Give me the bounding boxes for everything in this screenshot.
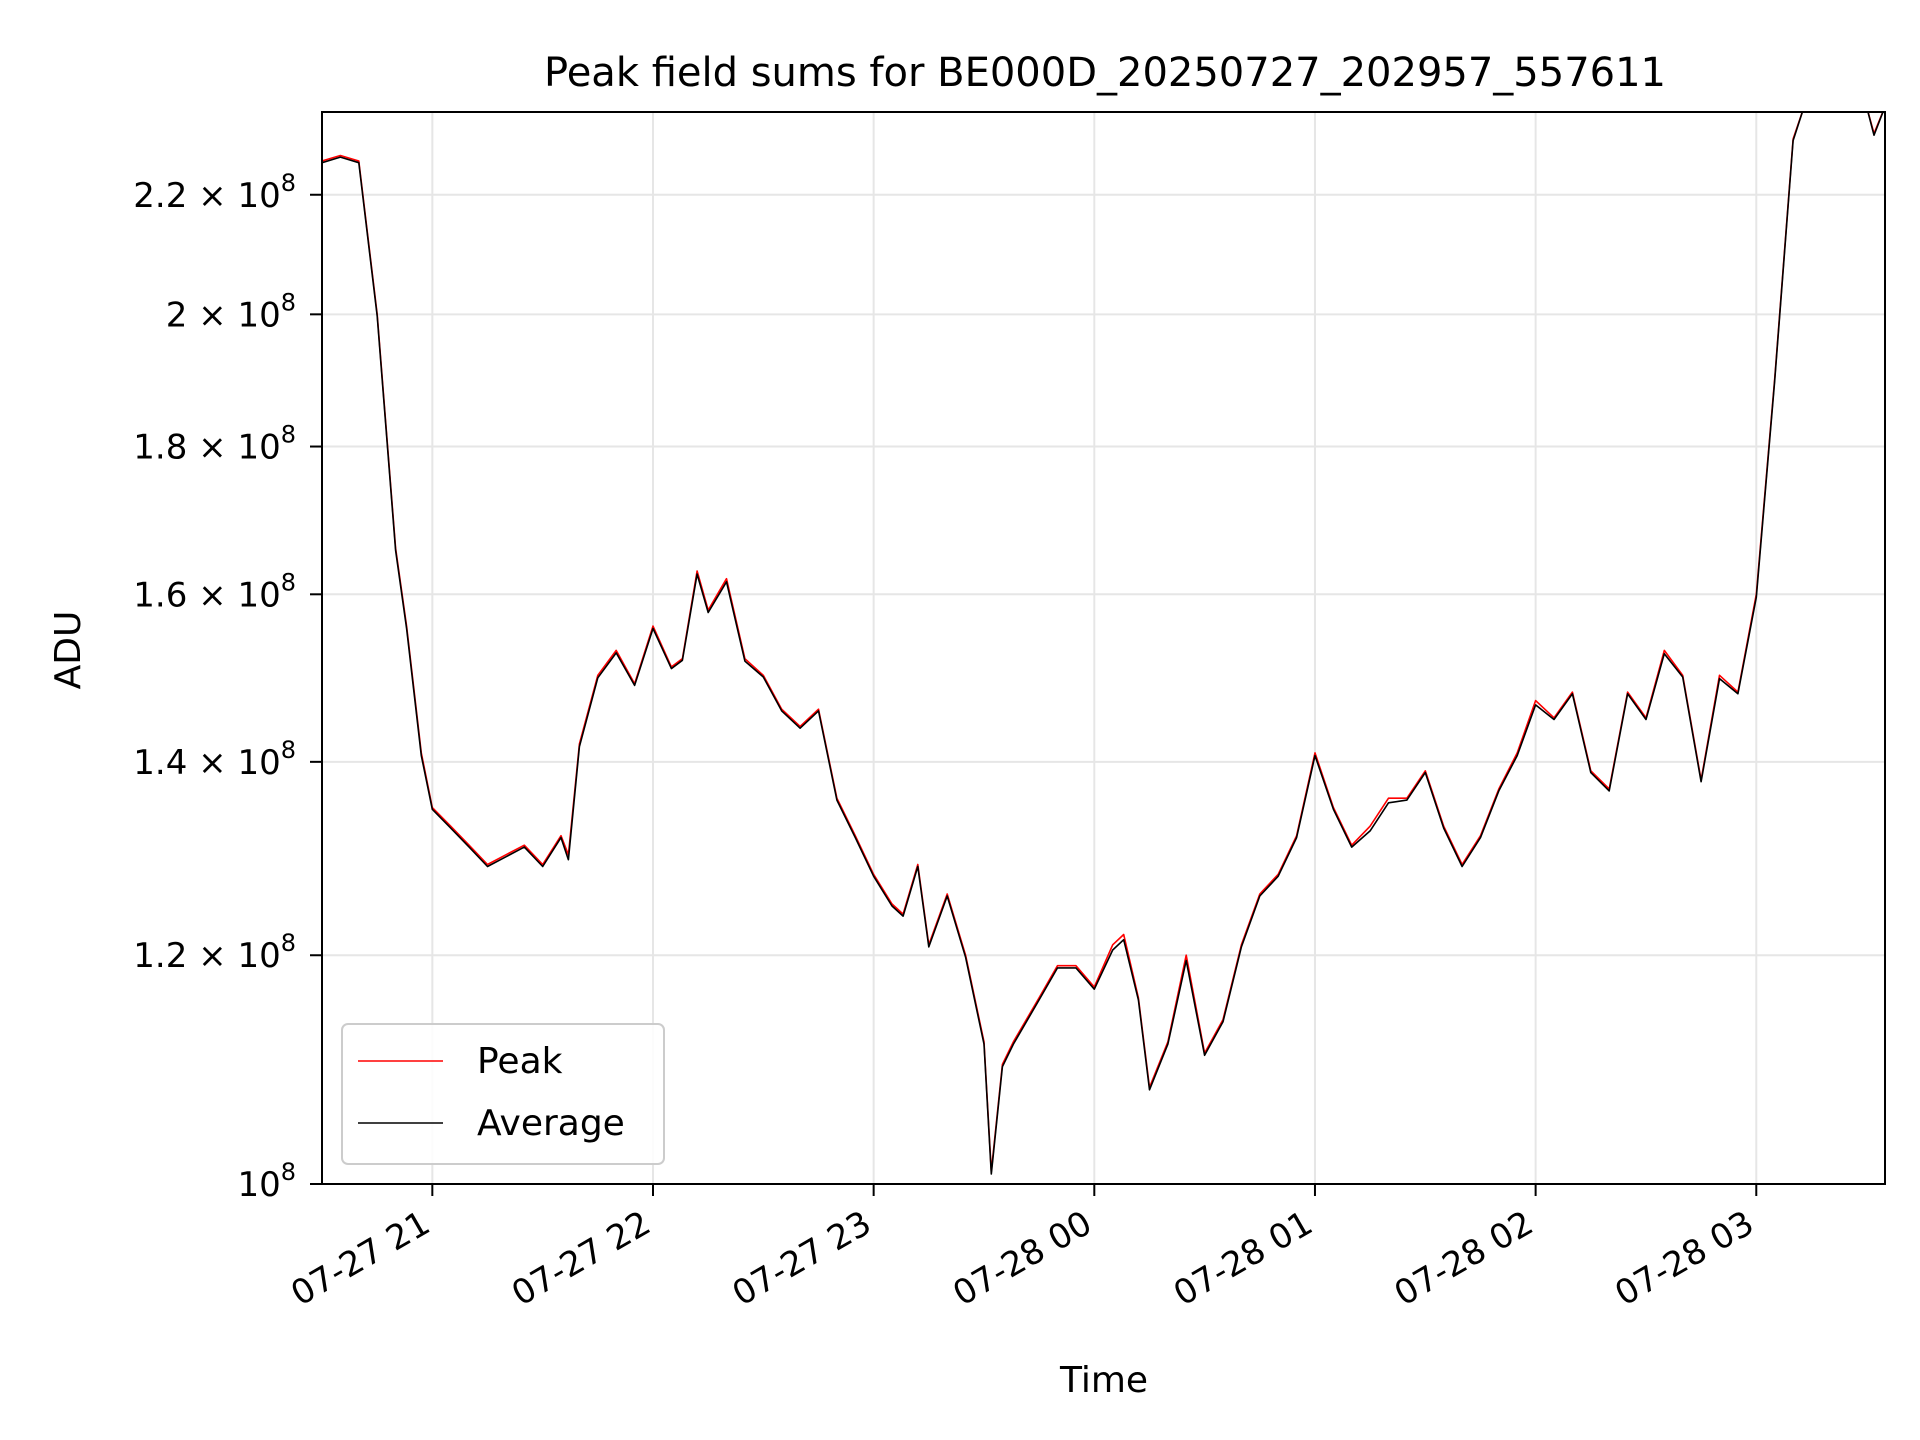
y-tick-label: 108	[237, 1158, 296, 1205]
y-tick-label: 2 × 108	[166, 288, 296, 335]
y-tick-label: 1.8 × 108	[133, 421, 296, 468]
y-tick-label: 1.2 × 108	[133, 929, 296, 976]
y-axis-label: ADU	[48, 611, 89, 690]
y-tick-label: 2.2 × 108	[133, 169, 296, 216]
legend-label-peak: Peak	[477, 1041, 563, 1082]
legend-label-average: Average	[477, 1103, 625, 1144]
y-tick-label: 1.6 × 108	[133, 568, 296, 615]
plot-frame	[321, 111, 1886, 1185]
chart-title: Peak field sums for BE000D_20250727_2029…	[544, 50, 1666, 96]
x-axis-label: Time	[1059, 1360, 1148, 1401]
grid-lines	[322, 112, 1885, 1184]
legend: Peak Average	[341, 1023, 665, 1165]
y-tick-label: 1.4 × 108	[133, 736, 296, 783]
series-line-average	[322, 112, 1884, 1175]
legend-box	[341, 1023, 665, 1165]
y-axis: 108 1.2 × 108 1.4 × 108 1.6 × 108 1.8 × 108 2…	[133, 169, 322, 1205]
series-layer	[322, 112, 1884, 1175]
